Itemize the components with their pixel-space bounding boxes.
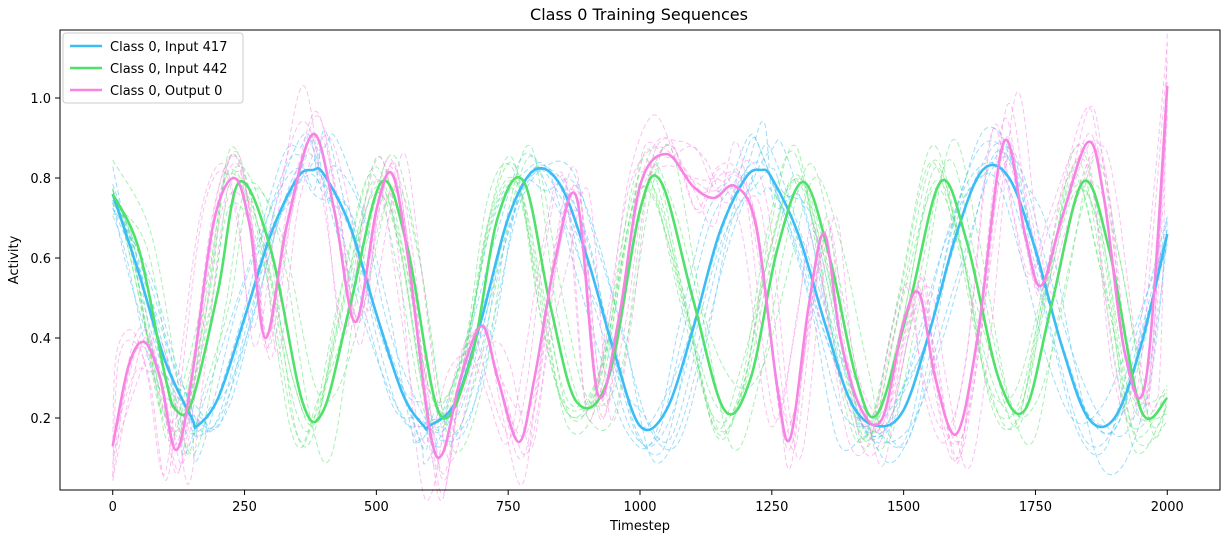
dashed-sequence-line [112,116,1168,481]
x-tick-label: 1750 [1019,500,1052,515]
dashed-sequence-line [112,150,1168,449]
y-tick-label: 0.2 [30,412,51,427]
dashed-sequence-line [112,156,1168,447]
x-tick-label: 1000 [623,500,656,515]
x-axis-label: Timestep [609,519,670,534]
legend-box [62,32,244,104]
y-tick-label: 0.8 [30,172,51,187]
legend-label-input-417: Class 0, Input 417 [110,40,227,55]
series-line-2 [111,85,1169,459]
dashed-sequence-line [112,136,1168,456]
series-line-1 [111,174,1169,424]
dashed-sequence-line [112,43,1168,476]
dashed-sequence-line [112,139,1168,455]
mean-lines-layer [111,85,1169,459]
y-tick-label: 1.0 [30,92,51,107]
y-tick-label: 0.4 [30,332,51,347]
y-axis-label: Activity [7,235,22,284]
x-tick-label: 0 [109,500,117,515]
dashed-sequence-line [112,146,1168,455]
legend-label-output-0: Class 0, Output 0 [110,84,222,99]
dashed-sequence-line [112,145,1168,464]
x-tick-label: 500 [364,500,389,515]
dashed-sequence-line [112,133,1168,456]
x-tick-label: 250 [232,500,257,515]
legend: Class 0, Input 417 Class 0, Input 442 Cl… [62,32,244,104]
x-tick-label: 1500 [887,500,920,515]
dashed-sequence-line [112,140,1168,463]
dashed-sequence-line [112,61,1168,502]
x-tick-label: 2000 [1151,500,1184,515]
x-axis: 0 250 500 750 1000 1250 1500 1750 2000 [109,490,1184,515]
y-axis: 0.2 0.4 0.6 0.8 1.0 [30,92,60,427]
dashed-sequence-line [112,144,1168,443]
x-tick-label: 1250 [755,500,788,515]
x-tick-label: 750 [496,500,521,515]
legend-label-input-442: Class 0, Input 442 [110,62,227,77]
y-tick-label: 0.6 [30,252,51,267]
dashed-sequence-line [112,32,1168,485]
chart-title: Class 0 Training Sequences [530,5,748,24]
dashed-sequences-layer [112,32,1168,502]
